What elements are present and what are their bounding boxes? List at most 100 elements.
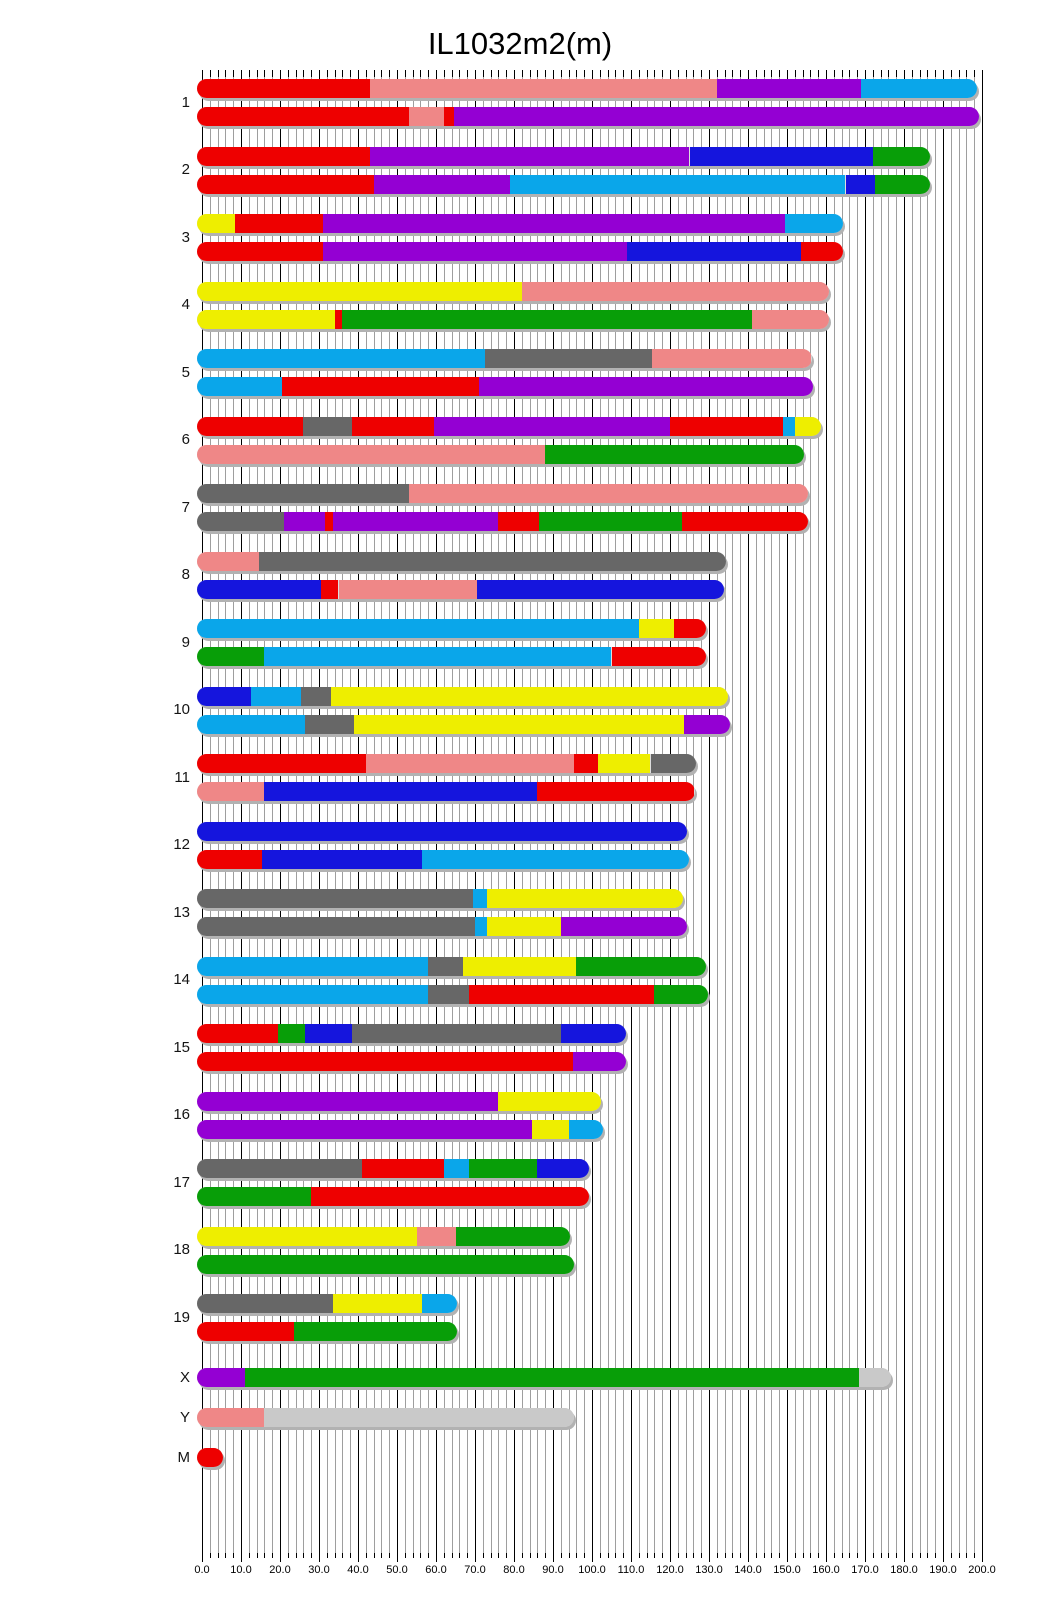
chromosome-label-17: 17 [173, 1173, 190, 1191]
segment-red [537, 782, 695, 801]
x-axis-tick [490, 1553, 492, 1558]
top-axis-tick [404, 70, 406, 77]
gridline-major [280, 70, 281, 1553]
x-axis-tick [498, 1553, 500, 1558]
x-axis-tick-label: 80.0 [503, 1564, 525, 1576]
gridline-minor [849, 70, 851, 1553]
x-axis-tick-label: 200.0 [968, 1564, 996, 1576]
segment-blue [845, 174, 875, 194]
segment-yellow [794, 416, 822, 436]
segment-gray [197, 917, 475, 936]
gridline-minor [459, 70, 461, 1553]
gridline-minor [334, 70, 336, 1553]
segment-green [654, 984, 709, 1004]
x-axis-tick [529, 1553, 531, 1558]
x-axis-tick [303, 1553, 305, 1558]
top-axis-tick [443, 70, 445, 77]
x-axis-tick [381, 1553, 383, 1558]
segment-lightblue [861, 79, 978, 98]
segment-red [361, 1159, 444, 1178]
top-axis-tick [490, 70, 492, 77]
top-axis-tick [264, 70, 266, 77]
gridline-minor [311, 70, 313, 1553]
segment-red [681, 512, 808, 531]
x-axis-tick [904, 1553, 905, 1562]
segment-purple [332, 512, 499, 531]
x-axis-tick [280, 1553, 281, 1562]
gridline-minor [568, 70, 570, 1553]
top-axis-tick [350, 70, 352, 77]
segment-red [670, 416, 784, 436]
x-axis-tick [958, 1553, 960, 1558]
top-axis-tick [287, 70, 289, 77]
gridline-minor [755, 70, 757, 1553]
chromosome-Y-bar-1 [197, 1408, 574, 1427]
x-axis-tick [810, 1553, 812, 1558]
chromosome-17-bar-1 [197, 1159, 590, 1178]
x-axis-tick [264, 1553, 266, 1558]
x-axis-tick [865, 1553, 866, 1562]
x-axis-tick [880, 1553, 882, 1558]
chromosome-label-16: 16 [173, 1106, 190, 1123]
chromosome-14-bar-2 [197, 984, 709, 1004]
gridline-minor [615, 70, 617, 1553]
chromosome-label-18: 18 [173, 1241, 190, 1258]
segment-red [197, 754, 366, 773]
x-axis-tick-label: 120.0 [656, 1564, 684, 1576]
x-axis-tick [553, 1553, 554, 1562]
gridline-minor [607, 70, 609, 1553]
gridline-minor [256, 70, 258, 1553]
gridline-minor [974, 70, 976, 1553]
segment-green [342, 309, 752, 329]
segment-lightblue [473, 889, 487, 908]
x-axis-tick [404, 1553, 406, 1558]
x-axis-tick [217, 1553, 219, 1558]
gridline-minor [537, 70, 539, 1553]
segment-yellow [197, 309, 335, 329]
segment-lightblue [197, 956, 429, 976]
gridline-minor [646, 70, 648, 1553]
segment-red [311, 1187, 590, 1206]
chromosome-8-bar-2 [197, 579, 724, 599]
x-axis-tick [779, 1553, 781, 1558]
segment-lightblue [197, 714, 306, 734]
segment-lightblue [197, 984, 429, 1004]
x-axis-tick [841, 1553, 843, 1558]
gridline-minor [521, 70, 523, 1553]
segment-pink [652, 349, 812, 368]
segment-gray [428, 984, 470, 1004]
segment-lightblue [510, 174, 846, 194]
x-axis-tick [982, 1553, 983, 1562]
gridline-minor [326, 70, 328, 1553]
x-axis-tick [584, 1553, 586, 1558]
segment-pink [338, 579, 477, 599]
gridline-minor [919, 70, 921, 1553]
chromosome-7-bar-1 [197, 484, 808, 503]
gridline-major [904, 70, 905, 1553]
x-axis-tick [358, 1553, 359, 1562]
chromosome-15-bar-1 [197, 1024, 627, 1043]
segment-purple [373, 174, 511, 194]
chromosome-16-bar-2 [197, 1119, 603, 1139]
chromosome-label-M: M [177, 1448, 191, 1466]
gridline-minor [857, 70, 859, 1553]
top-axis-tick [794, 70, 796, 77]
x-axis-tick [755, 1553, 757, 1558]
gridline-minor [350, 70, 352, 1553]
segment-purple [369, 146, 690, 166]
gridline-minor [498, 70, 500, 1553]
x-axis-tick [685, 1553, 687, 1558]
top-axis-tick [373, 70, 375, 77]
gridline-minor [927, 70, 929, 1553]
segment-purple [716, 79, 862, 98]
top-axis-tick [810, 70, 812, 77]
x-axis-tick-label: 70.0 [464, 1564, 486, 1576]
x-axis-tick [350, 1553, 352, 1558]
top-axis-tick [467, 70, 469, 77]
top-axis-tick [248, 70, 250, 77]
chromosome-label-19: 19 [173, 1308, 190, 1326]
gridline-minor [685, 70, 687, 1553]
x-axis-tick [919, 1553, 921, 1558]
x-axis-tick [748, 1553, 749, 1562]
segment-green [197, 1187, 312, 1206]
